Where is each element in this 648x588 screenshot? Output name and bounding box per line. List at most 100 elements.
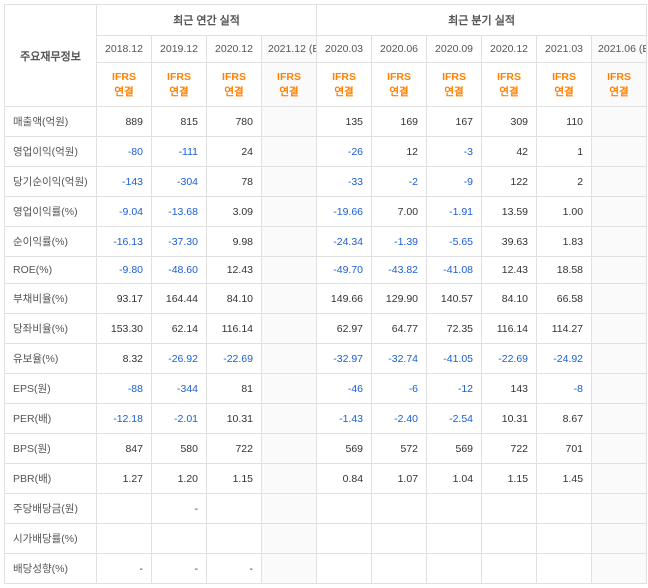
data-cell: 309 xyxy=(482,107,537,137)
data-cell: -46 xyxy=(317,374,372,404)
table-row: 당기순이익(억원)-143-30478-33-2-91222 xyxy=(5,167,647,197)
data-cell: -2.40 xyxy=(372,404,427,434)
data-cell: 1.00 xyxy=(537,197,592,227)
data-cell: 1.15 xyxy=(207,464,262,494)
data-cell: -41.08 xyxy=(427,257,482,284)
data-cell: 164.44 xyxy=(152,284,207,314)
row-label: EPS(원) xyxy=(5,374,97,404)
table-row: 유보율(%)8.32-26.92-22.69-32.97-32.74-41.05… xyxy=(5,344,647,374)
data-cell xyxy=(592,257,647,284)
data-cell xyxy=(262,344,317,374)
data-cell: 62.14 xyxy=(152,314,207,344)
data-cell xyxy=(537,494,592,524)
data-cell: 0.84 xyxy=(317,464,372,494)
data-cell xyxy=(592,344,647,374)
data-cell xyxy=(537,554,592,584)
data-cell xyxy=(592,494,647,524)
data-cell: 72.35 xyxy=(427,314,482,344)
row-label: PER(배) xyxy=(5,404,97,434)
data-cell: - xyxy=(97,554,152,584)
data-cell: 1.15 xyxy=(482,464,537,494)
data-cell xyxy=(262,404,317,434)
data-cell: 572 xyxy=(372,434,427,464)
table-row: 부채비율(%)93.17164.4484.10149.66129.90140.5… xyxy=(5,284,647,314)
data-cell: 1 xyxy=(537,137,592,167)
data-cell: 110 xyxy=(537,107,592,137)
table-body: 매출액(억원)889815780135169167309110영업이익(억원) -… xyxy=(5,107,647,584)
row-label: ROE(%) xyxy=(5,257,97,284)
data-cell xyxy=(262,494,317,524)
data-cell xyxy=(592,137,647,167)
data-cell: 93.17 xyxy=(97,284,152,314)
data-cell: 1.07 xyxy=(372,464,427,494)
data-cell: 140.57 xyxy=(427,284,482,314)
data-cell: -12.18 xyxy=(97,404,152,434)
data-cell: 84.10 xyxy=(482,284,537,314)
data-cell: 722 xyxy=(482,434,537,464)
data-cell xyxy=(427,554,482,584)
ifrs-label: IFRS연결 xyxy=(537,63,592,107)
data-cell xyxy=(592,227,647,257)
data-cell xyxy=(317,554,372,584)
ifrs-label: IFRS연결 xyxy=(262,63,317,107)
data-cell: -2.54 xyxy=(427,404,482,434)
row-label: 영업이익(억원) xyxy=(5,137,97,167)
data-cell xyxy=(482,554,537,584)
data-cell: -24.34 xyxy=(317,227,372,257)
data-cell xyxy=(207,494,262,524)
data-cell: 701 xyxy=(537,434,592,464)
table-row: BPS(원)847580722569572569722701 xyxy=(5,434,647,464)
data-cell: 116.14 xyxy=(482,314,537,344)
data-cell xyxy=(262,524,317,554)
data-cell: 64.77 xyxy=(372,314,427,344)
annual-period: 2021.12 (E) xyxy=(262,36,317,63)
data-cell xyxy=(262,314,317,344)
table-row: 당좌비율(%)153.3062.14116.1462.9764.7772.351… xyxy=(5,314,647,344)
data-cell: 722 xyxy=(207,434,262,464)
data-cell: -88 xyxy=(97,374,152,404)
data-cell: 81 xyxy=(207,374,262,404)
row-label: 영업이익률(%) xyxy=(5,197,97,227)
table-row: 영업이익(억원)-80-11124-2612-3421 xyxy=(5,137,647,167)
table-row: 배당성향(%)--- xyxy=(5,554,647,584)
data-cell: - xyxy=(152,494,207,524)
data-cell: -111 xyxy=(152,137,207,167)
data-cell: -26 xyxy=(317,137,372,167)
data-cell xyxy=(262,137,317,167)
data-cell xyxy=(537,524,592,554)
quarter-period: 2020.09 xyxy=(427,36,482,63)
data-cell: 66.58 xyxy=(537,284,592,314)
data-cell: 167 xyxy=(427,107,482,137)
annual-period: 2019.12 xyxy=(152,36,207,63)
data-cell: 569 xyxy=(317,434,372,464)
data-cell xyxy=(317,524,372,554)
data-cell: -49.70 xyxy=(317,257,372,284)
data-cell xyxy=(372,494,427,524)
data-cell: 569 xyxy=(427,434,482,464)
data-cell: -32.97 xyxy=(317,344,372,374)
data-cell: -1.43 xyxy=(317,404,372,434)
period-row: 2018.122019.122020.122021.12 (E)2020.032… xyxy=(5,36,647,63)
data-cell xyxy=(592,197,647,227)
data-cell: 1.20 xyxy=(152,464,207,494)
table-row: PBR(배)1.271.201.150.841.071.041.151.45 xyxy=(5,464,647,494)
data-cell: -32.74 xyxy=(372,344,427,374)
data-cell: 18.58 xyxy=(537,257,592,284)
data-cell: -12 xyxy=(427,374,482,404)
data-cell: -344 xyxy=(152,374,207,404)
data-cell: 135 xyxy=(317,107,372,137)
data-cell xyxy=(427,524,482,554)
data-cell xyxy=(97,494,152,524)
row-label: 유보율(%) xyxy=(5,344,97,374)
data-cell xyxy=(372,524,427,554)
table-row: 매출액(억원)889815780135169167309110 xyxy=(5,107,647,137)
ifrs-row: IFRS연결IFRS연결IFRS연결IFRS연결IFRS연결IFRS연결IFRS… xyxy=(5,63,647,107)
data-cell xyxy=(262,284,317,314)
data-cell: -1.39 xyxy=(372,227,427,257)
row-label: 시가배당률(%) xyxy=(5,524,97,554)
data-cell: -2.01 xyxy=(152,404,207,434)
data-cell: -16.13 xyxy=(97,227,152,257)
data-cell: 847 xyxy=(97,434,152,464)
data-cell xyxy=(152,524,207,554)
data-cell: 39.63 xyxy=(482,227,537,257)
